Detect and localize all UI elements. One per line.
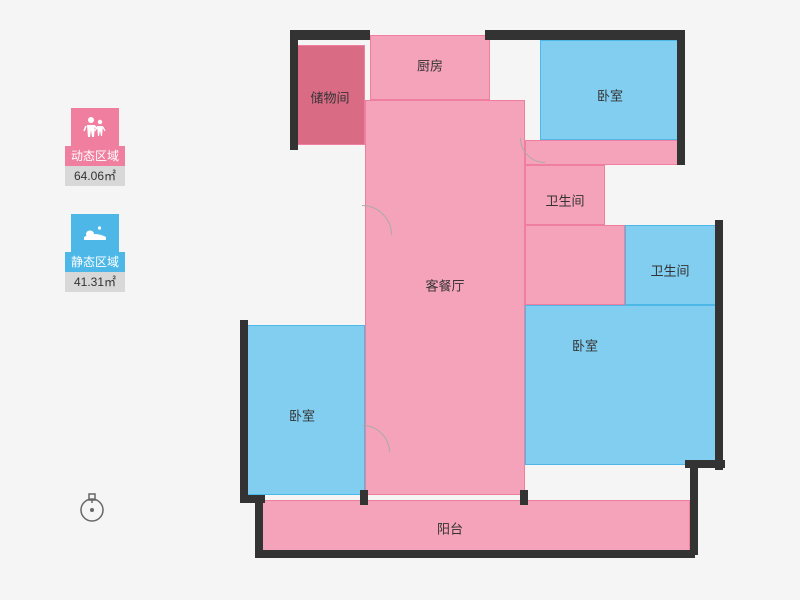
people-icon bbox=[71, 108, 119, 146]
room-bedroom2 bbox=[525, 305, 720, 465]
wall-0 bbox=[290, 30, 298, 150]
wall-9 bbox=[255, 495, 263, 555]
legend-dynamic-label: 动态区域 bbox=[65, 146, 125, 166]
legend-panel: 动态区域 64.06㎡ 静态区域 41.31㎡ bbox=[65, 108, 125, 320]
room-label-bath1: 卫生间 bbox=[545, 191, 584, 210]
legend-static: 静态区域 41.31㎡ bbox=[65, 214, 125, 292]
wall-8 bbox=[255, 550, 695, 558]
sleep-icon bbox=[71, 214, 119, 252]
room-corridor1 bbox=[525, 140, 680, 165]
room-label-storage: 储物间 bbox=[310, 88, 349, 107]
legend-static-value: 41.31㎡ bbox=[65, 272, 125, 292]
legend-dynamic-value: 64.06㎡ bbox=[65, 166, 125, 186]
room-label-living: 客餐厅 bbox=[425, 276, 464, 295]
wall-11 bbox=[360, 490, 368, 505]
floorplan: 厨房储物间卧室客餐厅卫生间卫生间卧室卧室阳台 bbox=[240, 25, 725, 585]
room-label-bedroom1: 卧室 bbox=[597, 86, 623, 105]
wall-12 bbox=[520, 490, 528, 505]
compass-icon bbox=[75, 490, 109, 529]
wall-2 bbox=[485, 30, 685, 40]
wall-3 bbox=[677, 30, 685, 165]
room-living bbox=[365, 100, 525, 495]
wall-4 bbox=[715, 220, 723, 470]
room-corridor2 bbox=[525, 225, 625, 305]
room-label-bath2: 卫生间 bbox=[650, 261, 689, 280]
room-label-bedroom3: 卧室 bbox=[289, 406, 315, 425]
legend-static-label: 静态区域 bbox=[65, 252, 125, 272]
room-label-bedroom2: 卧室 bbox=[572, 336, 598, 355]
room-balcony bbox=[260, 500, 690, 555]
legend-dynamic: 动态区域 64.06㎡ bbox=[65, 108, 125, 186]
room-label-balcony: 阳台 bbox=[437, 519, 463, 538]
wall-1 bbox=[290, 30, 370, 40]
wall-5 bbox=[240, 320, 248, 500]
room-label-kitchen: 厨房 bbox=[417, 56, 443, 75]
wall-10 bbox=[690, 465, 698, 555]
